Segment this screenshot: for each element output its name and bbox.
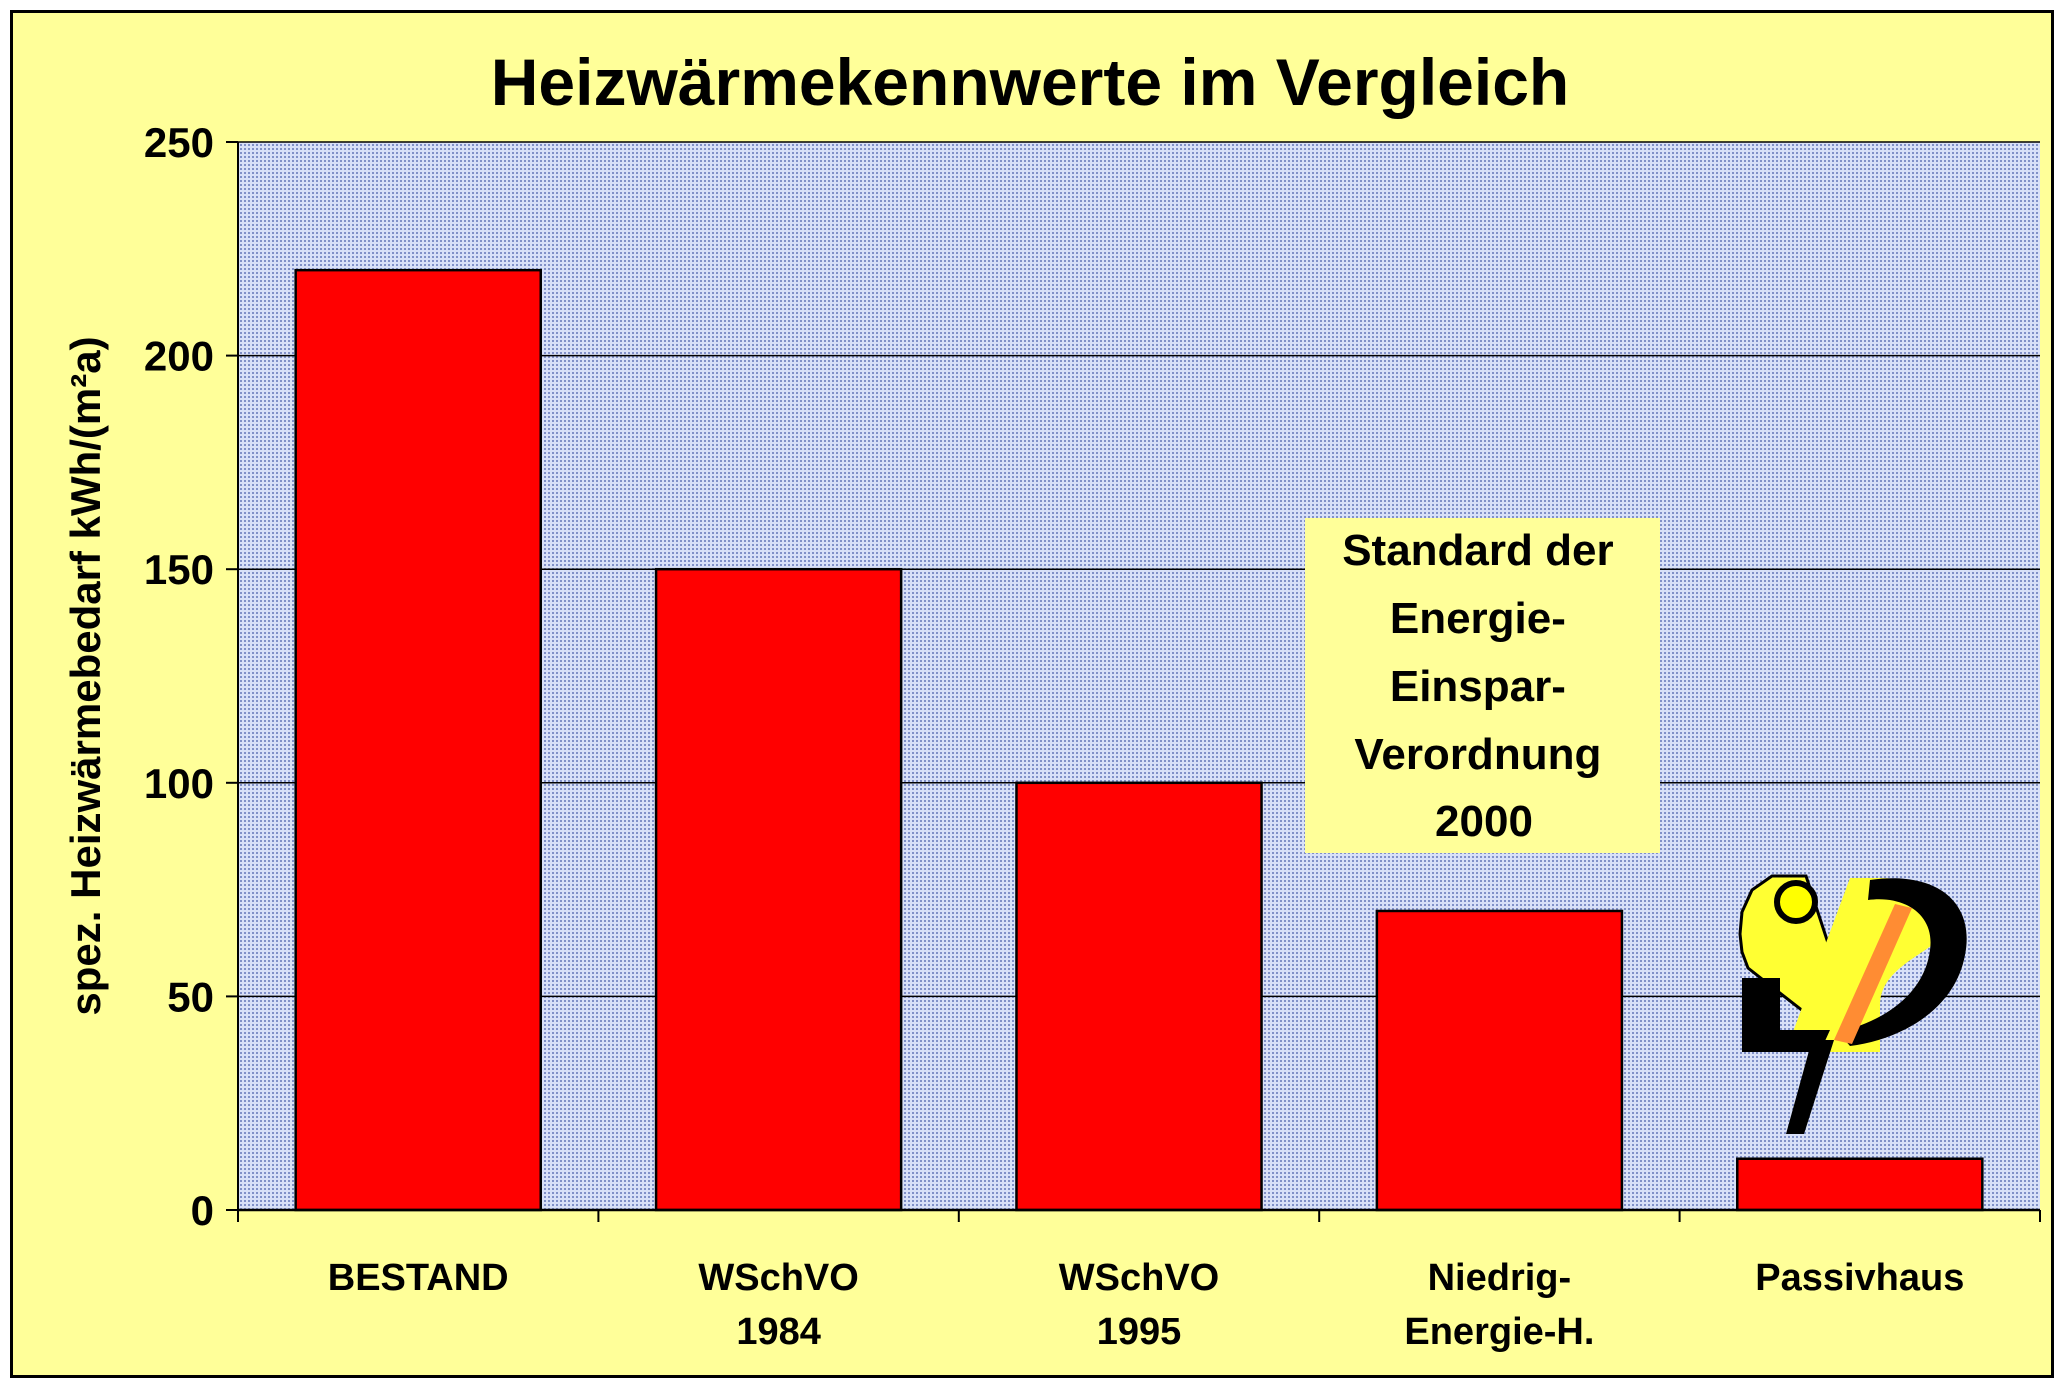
bar [654, 567, 903, 1212]
logo-sun-circle [1774, 880, 1818, 924]
x-category-label-line: WSchVO [1059, 1257, 1219, 1299]
x-category-label-line: 1984 [736, 1311, 821, 1353]
y-tick-label: 250 [144, 119, 214, 166]
bar [294, 268, 542, 1212]
x-category-label-line: BESTAND [328, 1257, 509, 1299]
axes [226, 141, 2041, 1222]
annotation-box: Standard der Energie- Einspar- Verordnun… [1305, 518, 1660, 853]
x-category-label: Niedrig- Energie-H. [1404, 1257, 1594, 1353]
bar [1015, 781, 1263, 1212]
annotation-line: Einspar- [1390, 662, 1566, 711]
x-category-label-line: Passivhaus [1755, 1257, 1964, 1299]
y-tick-label: 50 [167, 973, 214, 1020]
y-tick-label: 0 [191, 1187, 214, 1234]
y-axis-label: spez. Heizwärmebedarf kWh/(m²a) [62, 336, 109, 1015]
annotation-background [1305, 518, 1660, 853]
annotation-line: Energie- [1390, 594, 1566, 643]
x-category-label: BESTAND [328, 1257, 509, 1299]
x-category-label-line: Niedrig- [1428, 1257, 1572, 1299]
annotation-line: Standard der [1342, 526, 1613, 575]
annotation-line: Verordnung [1354, 730, 1601, 779]
y-tick-label: 100 [144, 760, 214, 807]
bar [1736, 1157, 1984, 1212]
y-tick-label: 200 [144, 333, 214, 380]
x-category-label: WSchVO 1984 [698, 1257, 858, 1353]
x-category-label: Passivhaus [1755, 1257, 1964, 1299]
y-tick-label: 150 [144, 546, 214, 593]
axis-labels: 0 50 100 150 200 250 BESTAND WSchVO 1984 WSchVO 19… [144, 119, 1964, 1353]
x-category-label-line: WSchVO [698, 1257, 858, 1299]
bars [294, 268, 1984, 1212]
x-category-label-line: Energie-H. [1404, 1311, 1594, 1353]
logo-black-stem [1786, 1040, 1834, 1134]
logo-black-bracket [1742, 978, 1830, 1052]
passivhaus-logo-icon [1738, 874, 1967, 1134]
bar [1375, 909, 1624, 1212]
chart-title: Heizwärmekennwerte im Vergleich [491, 45, 1569, 119]
logo-orange-stripe [1834, 904, 1912, 1044]
annotation-text: Standard der Energie- Einspar- Verordnun… [1342, 526, 1626, 846]
annotation-line: 2000 [1435, 797, 1533, 846]
logo-black-curve [1838, 878, 1967, 1046]
x-category-label-line: 1995 [1097, 1311, 1182, 1353]
x-category-label: WSchVO 1995 [1059, 1257, 1219, 1353]
